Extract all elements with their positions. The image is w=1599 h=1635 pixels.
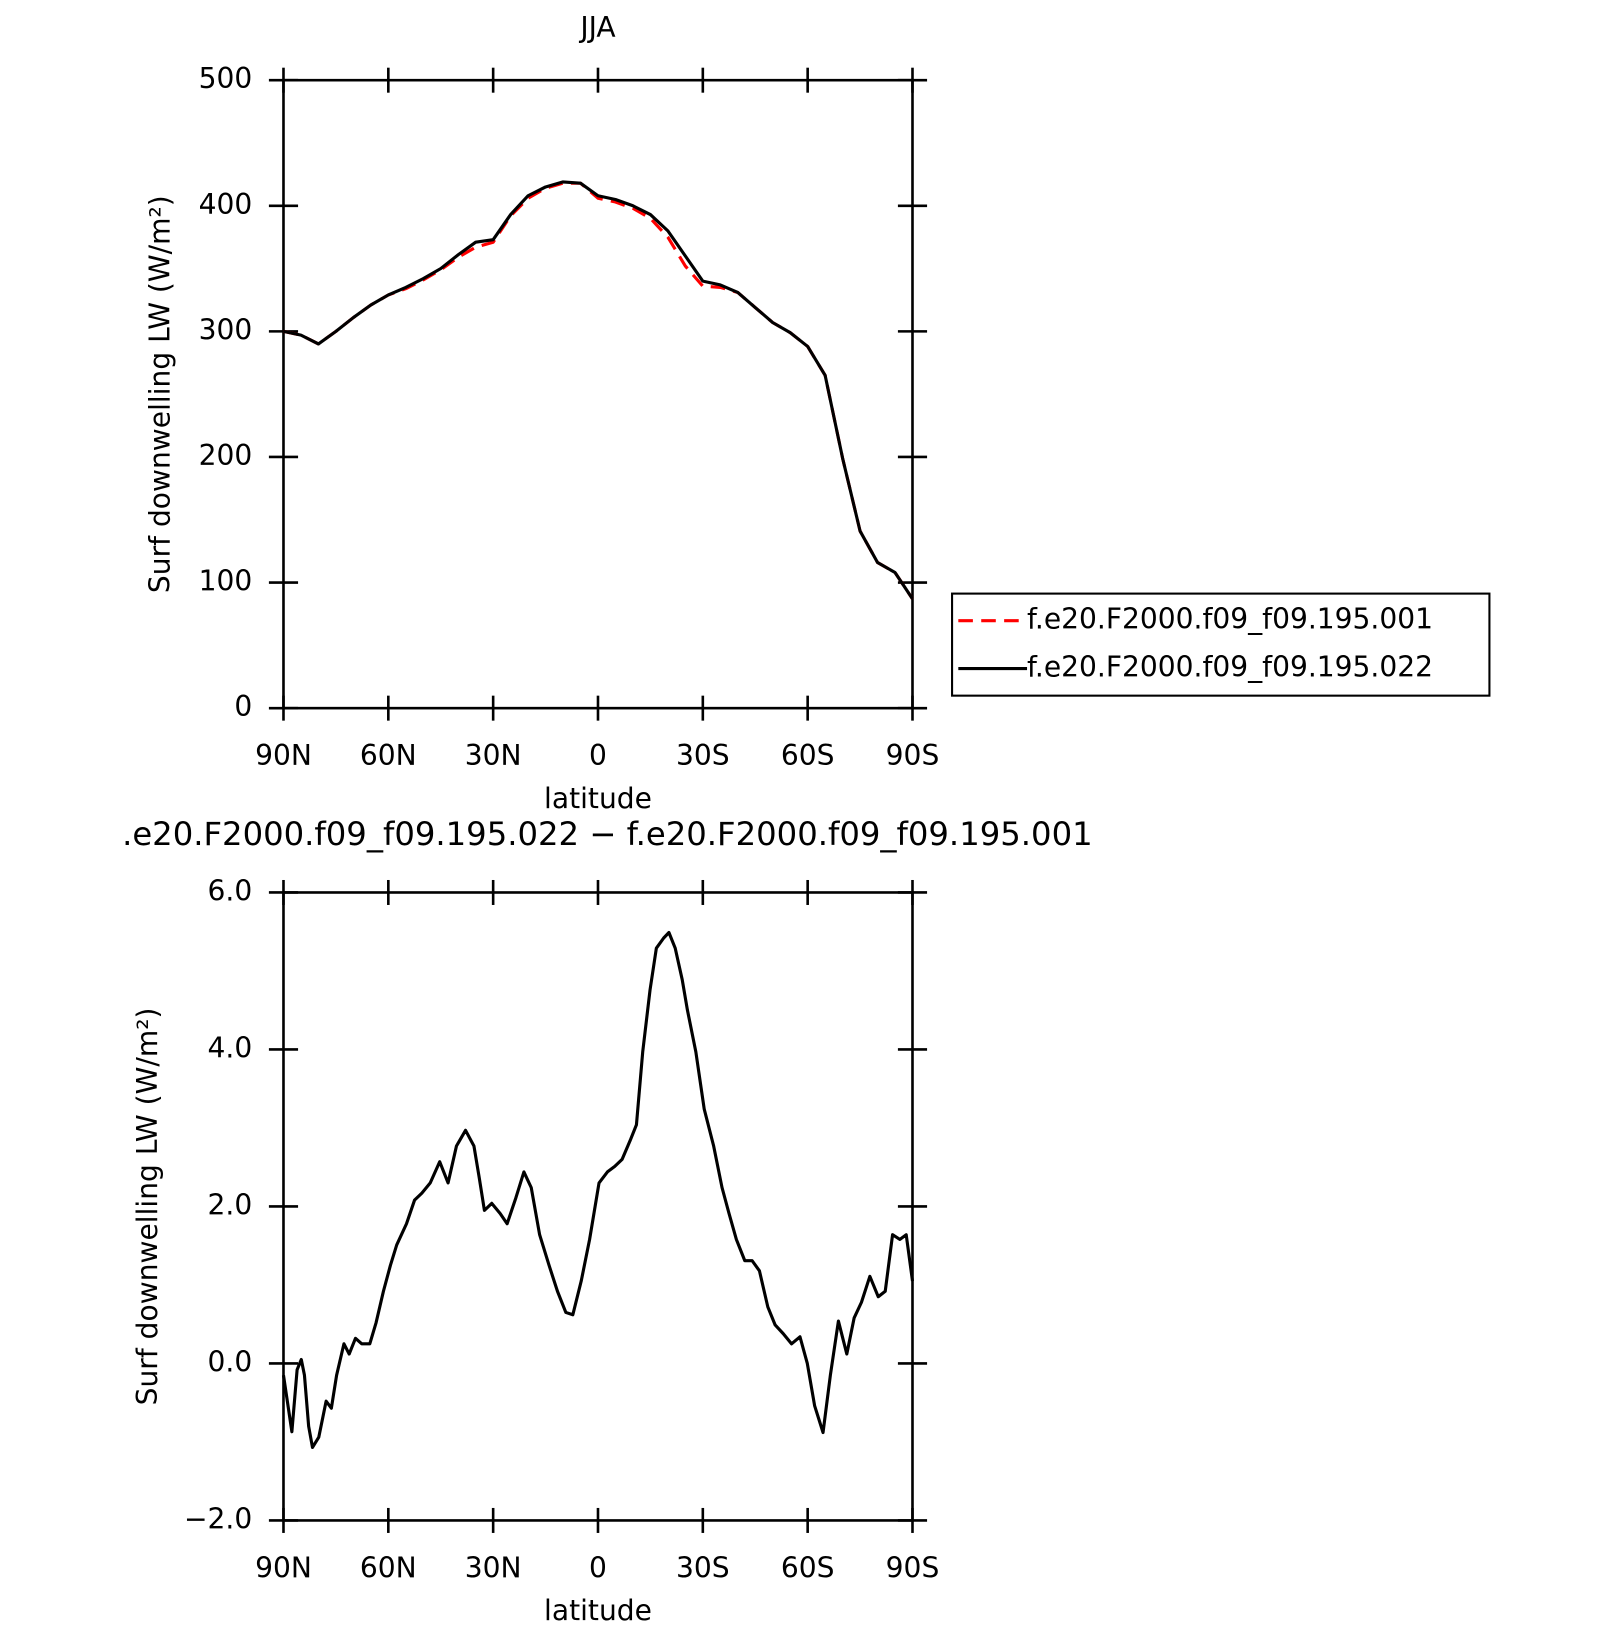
x-tick-label: 60N <box>360 1551 417 1584</box>
y-tick-label: 2.0 <box>208 1188 253 1221</box>
x-tick-label: 90N <box>255 1551 312 1584</box>
data-line <box>283 181 914 600</box>
x-tick-label: 90S <box>886 739 940 772</box>
y-tick-label: 0.0 <box>208 1345 253 1378</box>
y-axis-label: Surf downwelling LW (W/m²) <box>131 1008 164 1406</box>
x-tick-label: 90N <box>255 739 312 772</box>
x-tick-label: 30S <box>676 739 730 772</box>
y-tick-label: 500 <box>199 62 253 95</box>
data-line <box>283 180 914 600</box>
x-tick-label: 30N <box>465 1551 522 1584</box>
plot-frame <box>282 891 914 1522</box>
data-line <box>281 930 915 1450</box>
y-axis-label: Surf downwelling LW (W/m²) <box>144 195 177 593</box>
y-tick-label: 4.0 <box>208 1031 253 1064</box>
x-tick-label: 30N <box>465 739 522 772</box>
x-tick-label: 0 <box>589 1551 607 1584</box>
y-tick-label: 200 <box>199 439 253 472</box>
y-tick-label: 6.0 <box>208 874 253 907</box>
legend-box <box>951 592 1491 697</box>
x-tick-label: 60S <box>781 739 835 772</box>
x-axis-label: latitude <box>544 1594 652 1627</box>
y-tick-label: 100 <box>199 565 253 598</box>
y-tick-label: 300 <box>199 313 253 346</box>
y-tick-label: 400 <box>199 188 253 221</box>
x-tick-label: 90S <box>886 1551 940 1584</box>
x-tick-label: 0 <box>589 739 607 772</box>
legend-label: f.e20.F2000.f09_f09.195.022 <box>1027 651 1433 684</box>
plot-frame <box>282 78 914 710</box>
y-tick-label: −2.0 <box>184 1502 252 1535</box>
x-axis-label: latitude <box>544 782 652 815</box>
x-tick-label: 30S <box>676 1551 730 1584</box>
y-tick-label: 0 <box>234 690 252 723</box>
x-tick-label: 60S <box>781 1551 835 1584</box>
chart-title: .e20.F2000.f09_f09.195.022 − f.e20.F2000… <box>122 815 1093 853</box>
chart-title: JJA <box>578 11 615 44</box>
legend-label: f.e20.F2000.f09_f09.195.001 <box>1027 603 1433 636</box>
x-tick-label: 60N <box>360 739 417 772</box>
